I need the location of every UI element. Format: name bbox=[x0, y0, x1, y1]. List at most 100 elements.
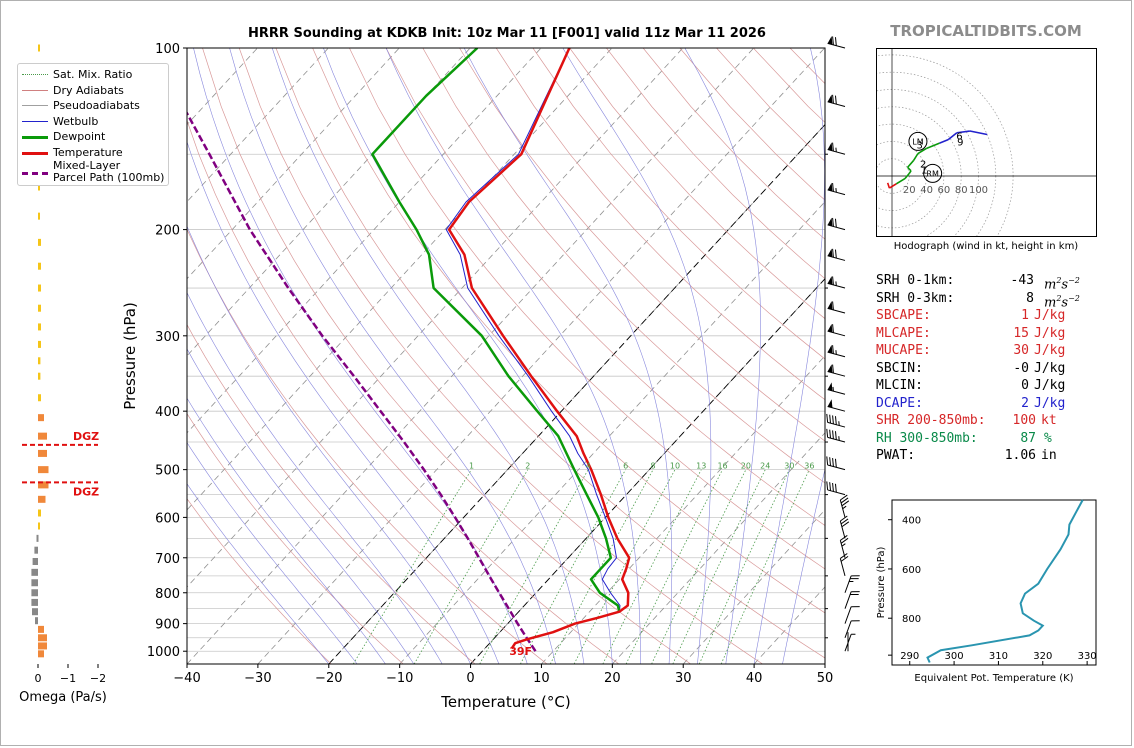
wind-barb bbox=[844, 633, 856, 652]
barb-flag bbox=[827, 142, 833, 151]
moist-adiabat bbox=[463, 48, 673, 664]
wind-barb bbox=[827, 399, 846, 412]
moist-adiabat bbox=[753, 48, 825, 664]
barb-half bbox=[835, 350, 837, 355]
barb-flag bbox=[827, 399, 833, 408]
y-tick-label: 500 bbox=[155, 464, 180, 479]
mixing-ratio-label: 24 bbox=[760, 462, 770, 471]
wind-barb bbox=[844, 575, 860, 593]
omega-bar bbox=[31, 579, 38, 587]
hodo-segment bbox=[947, 132, 958, 141]
theta-e-xlabel: Equivalent Pot. Temperature (K) bbox=[914, 673, 1073, 684]
omega-bar bbox=[38, 522, 40, 530]
isotherm bbox=[187, 48, 755, 664]
omega-bar bbox=[38, 394, 41, 402]
legend-swatch bbox=[22, 74, 48, 75]
legend-swatch bbox=[22, 89, 48, 91]
omega-bar bbox=[38, 183, 40, 191]
barb-full bbox=[832, 142, 834, 152]
hodo-height-label: 2 bbox=[920, 159, 926, 170]
dry-adiabat bbox=[187, 119, 620, 664]
omega-bar bbox=[32, 557, 38, 565]
wind-barb bbox=[827, 301, 846, 314]
dry-adiabat bbox=[569, 48, 825, 320]
y-tick-label: 400 bbox=[155, 405, 180, 420]
omega-tick-label: 0 bbox=[35, 672, 42, 685]
barb-full bbox=[840, 555, 849, 562]
theta-e-frame bbox=[891, 499, 1097, 666]
moist-adiabat bbox=[187, 483, 330, 664]
barb-full bbox=[834, 37, 837, 46]
mixing-ratio-line bbox=[479, 469, 589, 664]
barb-staff bbox=[844, 606, 852, 624]
mixing-ratio-line bbox=[720, 469, 810, 664]
barb-full bbox=[829, 457, 832, 466]
wind-barb bbox=[826, 428, 846, 443]
barb-half bbox=[851, 633, 856, 635]
y-tick-label: 800 bbox=[155, 587, 180, 602]
legend-item: Dry Adiabats bbox=[18, 83, 168, 99]
barb-half bbox=[838, 421, 840, 426]
mixing-ratio-line bbox=[602, 469, 702, 664]
dry-adiabat bbox=[312, 48, 825, 614]
moist-adiabat bbox=[229, 48, 556, 664]
omega-bar bbox=[36, 534, 39, 542]
hodo-segment bbox=[907, 166, 912, 172]
barb-full bbox=[840, 535, 848, 541]
dry-adiabat bbox=[532, 48, 825, 360]
hodo-segment bbox=[908, 170, 912, 174]
y-tick-label: 200 bbox=[155, 224, 180, 239]
omega-bar bbox=[38, 323, 41, 331]
hodo-ring-label: 20 bbox=[903, 185, 916, 196]
omega-bar bbox=[38, 634, 47, 642]
omega-bar bbox=[38, 481, 49, 489]
barb-half bbox=[835, 281, 837, 286]
barb-full bbox=[832, 301, 834, 310]
omega-bar bbox=[38, 432, 47, 440]
y-tick-label: 900 bbox=[155, 618, 180, 633]
omega-bar bbox=[38, 238, 41, 246]
mixing-ratio-label: 16 bbox=[717, 462, 727, 471]
barb-flag bbox=[827, 364, 833, 373]
hodo-segment bbox=[917, 147, 928, 155]
legend-label: Sat. Mix. Ratio bbox=[53, 68, 133, 81]
theta-e-ytick-label: 800 bbox=[902, 614, 921, 625]
hodo-segment bbox=[969, 130, 988, 136]
moist-adiabat bbox=[684, 48, 761, 664]
barb-half bbox=[842, 505, 847, 510]
hodo-segment bbox=[886, 182, 891, 189]
stat-label: SBCIN: bbox=[876, 360, 923, 376]
wind-barb bbox=[827, 248, 846, 261]
barb-full bbox=[840, 537, 849, 544]
mixing-ratio-label: 13 bbox=[696, 462, 706, 471]
stat-unit: kt bbox=[1041, 413, 1057, 428]
y-tick-label: 300 bbox=[155, 330, 180, 345]
moist-adiabat bbox=[562, 48, 712, 664]
barb-full bbox=[832, 430, 834, 439]
sounding-stats: SRH 0-1km: -43 m2s−2 SRH 0-3km: 8 m2s−2 SBCAPE… bbox=[876, 272, 1096, 465]
legend-swatch bbox=[22, 120, 48, 122]
barb-flag bbox=[827, 276, 833, 285]
left-mover-marker bbox=[908, 131, 928, 151]
x-tick-label: 50 bbox=[817, 671, 834, 686]
plot-frame bbox=[186, 47, 826, 665]
stat-unit: J/kg bbox=[1034, 395, 1066, 411]
wind-barb bbox=[844, 606, 860, 624]
stat-row: RH 300-850mb: 87% bbox=[876, 430, 1096, 448]
barb-full bbox=[832, 324, 834, 333]
barb-full bbox=[841, 521, 850, 528]
dry-adiabat bbox=[238, 48, 763, 664]
hodo-segment bbox=[939, 138, 949, 144]
barb-full bbox=[826, 428, 829, 438]
theta-e-xtick-label: 320 bbox=[1033, 651, 1052, 662]
omega-bar bbox=[38, 262, 41, 270]
stat-label: MLCIN: bbox=[876, 378, 923, 393]
dry-adiabat bbox=[275, 48, 825, 659]
stat-label: PWAT: bbox=[876, 448, 916, 463]
wind-barb bbox=[827, 217, 846, 231]
barb-flag bbox=[827, 36, 833, 45]
barb-full bbox=[832, 248, 834, 258]
barb-half bbox=[835, 187, 837, 193]
